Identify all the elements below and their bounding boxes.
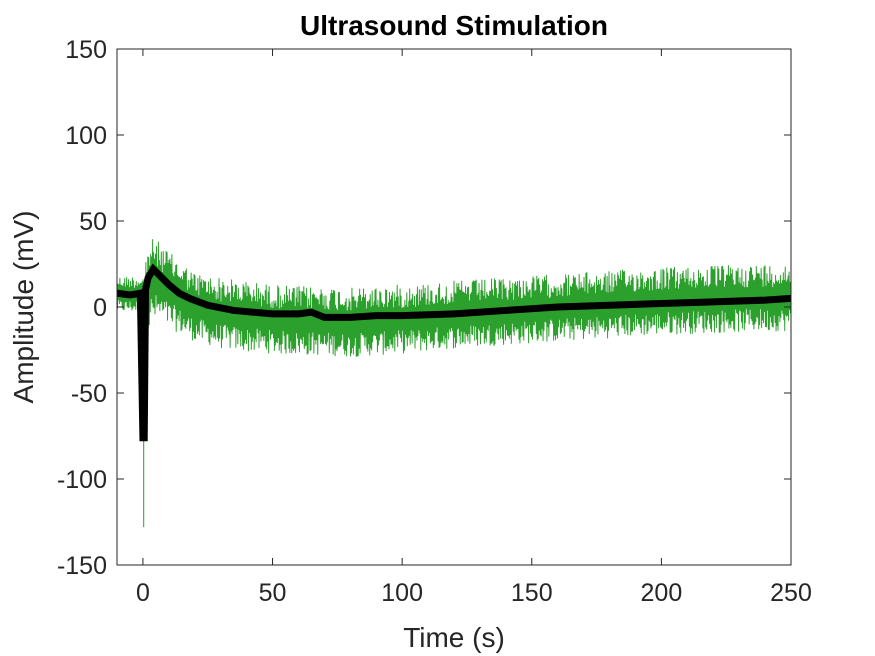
y-tick-label: -50 bbox=[71, 380, 107, 408]
x-tick-label: 200 bbox=[641, 579, 683, 607]
y-tick-label: -150 bbox=[57, 552, 107, 580]
y-tick-label: 50 bbox=[79, 208, 107, 236]
x-tick-label: 100 bbox=[381, 579, 423, 607]
smoothed-signal-line bbox=[117, 263, 791, 442]
y-tick-label: 0 bbox=[93, 294, 107, 322]
chart-title: Ultrasound Stimulation bbox=[300, 10, 608, 41]
x-tick-label: 150 bbox=[511, 579, 553, 607]
y-tick-label: 150 bbox=[65, 36, 107, 64]
ticks-layer: 0 50 100 150 200 250 -150 -100 -50 0 50 100 150 bbox=[57, 36, 812, 607]
y-tick-label: -100 bbox=[57, 466, 107, 494]
series-layer bbox=[117, 239, 791, 528]
y-tick-label: 100 bbox=[65, 122, 107, 150]
x-tick-label: 50 bbox=[259, 579, 287, 607]
x-tick-label: 0 bbox=[136, 579, 150, 607]
x-tick-label: 250 bbox=[770, 579, 812, 607]
x-axis-label: Time (s) bbox=[403, 622, 505, 653]
y-axis-label: Amplitude (mV) bbox=[8, 211, 39, 404]
